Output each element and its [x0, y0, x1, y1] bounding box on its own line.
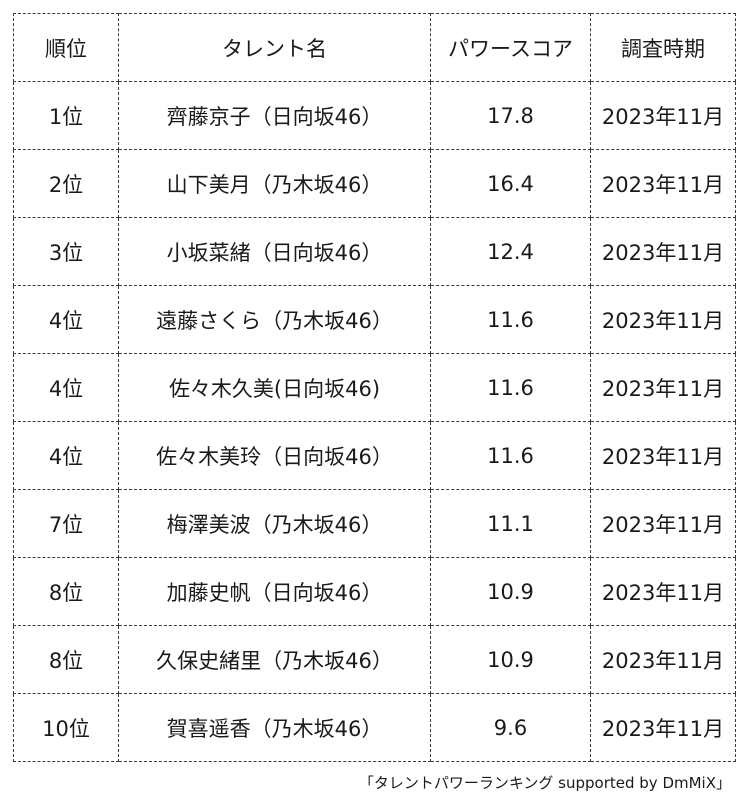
- score-cell: 17.8: [430, 81, 591, 150]
- period-cell: 2023年11月: [590, 421, 736, 490]
- score-cell: 11.6: [430, 353, 591, 422]
- score-cell: 9.6: [430, 693, 591, 762]
- period-cell: 2023年11月: [590, 217, 736, 286]
- rank-cell: 4位: [13, 421, 119, 490]
- header-power-score: パワースコア: [430, 13, 591, 82]
- rank-cell: 4位: [13, 285, 119, 354]
- score-cell: 10.9: [430, 557, 591, 626]
- rank-cell: 1位: [13, 81, 119, 150]
- rank-cell: 2位: [13, 149, 119, 218]
- table-row: 2位 山下美月（乃木坂46） 16.4 2023年11月: [13, 149, 736, 218]
- talent-name-cell: 佐々木久美(日向坂46): [118, 353, 431, 422]
- talent-name-cell: 賀喜遥香（乃木坂46）: [118, 693, 431, 762]
- header-row: 順位 タレント名 パワースコア 調査時期: [13, 13, 736, 82]
- score-cell: 12.4: [430, 217, 591, 286]
- source-note: 「タレントパワーランキング supported by DmMiX」: [358, 774, 731, 792]
- ranking-table: 順位 タレント名 パワースコア 調査時期 1位 齊藤京子（日向坂46） 17.8…: [13, 13, 736, 762]
- score-cell: 11.1: [430, 489, 591, 558]
- talent-name-cell: 山下美月（乃木坂46）: [118, 149, 431, 218]
- table-row: 7位 梅澤美波（乃木坂46） 11.1 2023年11月: [13, 489, 736, 558]
- table-row: 10位 賀喜遥香（乃木坂46） 9.6 2023年11月: [13, 693, 736, 762]
- period-cell: 2023年11月: [590, 81, 736, 150]
- rank-cell: 3位: [13, 217, 119, 286]
- period-cell: 2023年11月: [590, 489, 736, 558]
- table-row: 8位 加藤史帆（日向坂46） 10.9 2023年11月: [13, 557, 736, 626]
- rank-cell: 8位: [13, 625, 119, 694]
- table-row: 1位 齊藤京子（日向坂46） 17.8 2023年11月: [13, 81, 736, 150]
- table-row: 4位 遠藤さくら（乃木坂46） 11.6 2023年11月: [13, 285, 736, 354]
- rank-cell: 8位: [13, 557, 119, 626]
- table-row: 4位 佐々木美玲（日向坂46） 11.6 2023年11月: [13, 421, 736, 490]
- header-survey-period: 調査時期: [590, 13, 736, 82]
- score-cell: 16.4: [430, 149, 591, 218]
- talent-name-cell: 遠藤さくら（乃木坂46）: [118, 285, 431, 354]
- table-row: 8位 久保史緒里（乃木坂46） 10.9 2023年11月: [13, 625, 736, 694]
- rank-cell: 4位: [13, 353, 119, 422]
- talent-name-cell: 齊藤京子（日向坂46）: [118, 81, 431, 150]
- table-row: 4位 佐々木久美(日向坂46) 11.6 2023年11月: [13, 353, 736, 422]
- table-row: 3位 小坂菜緒（日向坂46） 12.4 2023年11月: [13, 217, 736, 286]
- table-body: 1位 齊藤京子（日向坂46） 17.8 2023年11月 2位 山下美月（乃木坂…: [13, 81, 736, 762]
- header-rank: 順位: [13, 13, 119, 82]
- rank-cell: 7位: [13, 489, 119, 558]
- rank-cell: 10位: [13, 693, 119, 762]
- table-header: 順位 タレント名 パワースコア 調査時期: [13, 13, 736, 82]
- talent-name-cell: 加藤史帆（日向坂46）: [118, 557, 431, 626]
- score-cell: 11.6: [430, 285, 591, 354]
- period-cell: 2023年11月: [590, 625, 736, 694]
- talent-name-cell: 梅澤美波（乃木坂46）: [118, 489, 431, 558]
- score-cell: 10.9: [430, 625, 591, 694]
- score-cell: 11.6: [430, 421, 591, 490]
- period-cell: 2023年11月: [590, 557, 736, 626]
- period-cell: 2023年11月: [590, 353, 736, 422]
- header-talent-name: タレント名: [118, 13, 431, 82]
- talent-name-cell: 小坂菜緒（日向坂46）: [118, 217, 431, 286]
- talent-name-cell: 久保史緒里（乃木坂46）: [118, 625, 431, 694]
- period-cell: 2023年11月: [590, 149, 736, 218]
- period-cell: 2023年11月: [590, 693, 736, 762]
- talent-name-cell: 佐々木美玲（日向坂46）: [118, 421, 431, 490]
- period-cell: 2023年11月: [590, 285, 736, 354]
